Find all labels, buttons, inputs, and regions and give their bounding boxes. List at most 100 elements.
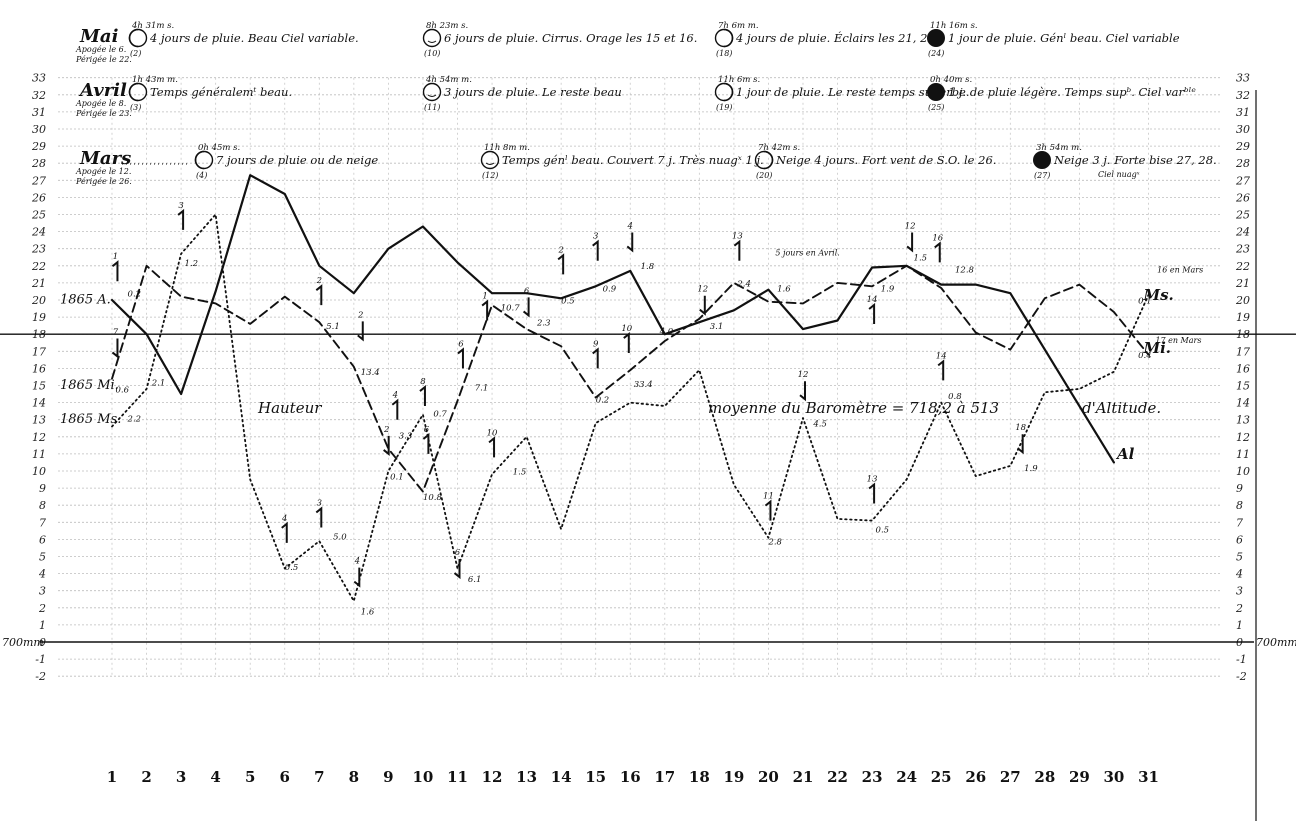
point-value-label: 2.8 [767, 538, 782, 548]
annotations: 5 jours en Avril. 16 en Mars 17 en Mars [775, 249, 1203, 345]
new-moon-icon [1033, 151, 1051, 169]
x-tick-label: 22 [827, 768, 848, 786]
perigee-note: Périgée le 22. [75, 55, 132, 64]
point-value-label: 5.0 [333, 532, 347, 542]
phase-number: (20) [756, 171, 772, 180]
phase-number: (4) [196, 171, 207, 180]
phase-time: 8h 23m s. [426, 21, 468, 31]
wind-number: 4 [281, 514, 287, 524]
wind-arrow [626, 232, 634, 253]
y-tick-left: 23 [31, 243, 46, 256]
wind-arrow [481, 299, 489, 321]
x-tick-label: 18 [689, 768, 710, 786]
wind-number: 3 [317, 498, 322, 508]
point-value-label: 2.1 [151, 379, 166, 389]
full-moon-face-icon [427, 94, 437, 97]
point-value-label: 0.5 [285, 563, 299, 573]
phase-time: 1h 43m m. [132, 75, 178, 85]
phase-weather-text: Temps génˡ beau. Couvert 7 j. Très nuagˣ… [502, 153, 764, 167]
first-quarter-moon-crescent-icon [128, 82, 139, 102]
point-labels: 0.2 0.6 2.2 2.1 1.2 5.1 13.4 0.5 5.0 1.6 3.3 0.1 0.7… [115, 254, 1151, 618]
x-tick-label: 5 [245, 768, 255, 786]
y-tick-right: 5 [1236, 551, 1243, 564]
x-tick-label: 24 [896, 768, 917, 786]
wind-number: 4 [392, 391, 398, 401]
point-value-label: 3.3 [399, 432, 413, 442]
wind-number: 14 [867, 295, 878, 305]
phase-number: (25) [928, 103, 944, 112]
mean-line: Hauteur moyenne du Baromètre = 718,2 à 5… [0, 333, 1296, 417]
x-tick-label: 29 [1069, 768, 1090, 786]
y-tick-left: 9 [39, 482, 46, 495]
wind-number: 12 [697, 285, 708, 295]
wind-number: 4 [627, 221, 633, 231]
phase-time: 11h 8m m. [484, 143, 530, 153]
last-quarter-moon-crescent-icon [723, 82, 734, 102]
series-end-label: Ms. [1143, 286, 1174, 304]
phase-weather-text: 7 jours de pluie ou de neige [216, 153, 378, 167]
y-tick-left: 21 [31, 277, 46, 290]
series-line-a [110, 174, 1115, 464]
month-name: Mars [79, 148, 131, 169]
point-value-label: 0.5 [876, 526, 890, 536]
wind-arrow [868, 482, 876, 504]
y-tick-left: 10 [32, 465, 46, 478]
wind-arrow [906, 232, 914, 253]
wind-arrow [868, 302, 876, 324]
y-tick-left: 12 [32, 431, 46, 444]
series-end-label: Al [1115, 445, 1135, 463]
y-tick-left: 20 [31, 294, 46, 307]
last-quarter-moon-crescent-icon [723, 28, 734, 48]
wind-number: 6 [524, 286, 530, 296]
x-tick-label: 15 [585, 768, 606, 786]
phase-time: 11h 6m s. [718, 75, 760, 85]
y-tick-right: 27 [1235, 174, 1250, 187]
plot-grid [58, 77, 1257, 821]
y-tick-right: 16 [1236, 362, 1250, 375]
point-value-label: 4.0 [659, 327, 674, 337]
wind-number: 3 [178, 201, 183, 211]
y-tick-left: 16 [32, 362, 46, 375]
wind-number: 11 [763, 492, 774, 502]
y-tick-right: 12 [1236, 431, 1250, 444]
y-tick-left: 8 [39, 499, 46, 512]
phase-note: Ciel nuagˣ [1098, 170, 1140, 179]
point-value-label: 12.8 [955, 266, 975, 276]
series-end-labels: 1865 A. 1865 Mi. 1865 Ms. Al Mi. Ms. [60, 286, 1174, 463]
x-tick-label: 20 [758, 768, 779, 786]
point-value-label: 1.6 [777, 284, 791, 294]
point-value-label: 0.2 [596, 396, 610, 406]
wind-number: 14 [936, 351, 947, 361]
wind-arrow [1017, 434, 1024, 455]
point-value-label: 0.8 [948, 392, 962, 402]
y-tick-right: 4 [1235, 568, 1243, 581]
full-moon-face-icon [485, 162, 495, 165]
y-tick-right: 21 [1235, 277, 1250, 290]
y-tick-left: 6 [39, 533, 46, 546]
wind-number: 8 [420, 377, 426, 387]
y-tick-right: 15 [1236, 380, 1250, 393]
new-moon-icon [927, 29, 945, 47]
x-tick-label: 30 [1104, 768, 1125, 786]
month-name: Avril [78, 80, 127, 101]
x-tick-label: 13 [516, 768, 537, 786]
wind-number: 10 [487, 428, 498, 438]
phase-weather-text: 4 jours de pluie. Éclairs les 21, 23. [735, 31, 938, 45]
y-tick-left: 2 [38, 602, 46, 615]
baseline-label-left: 700mm [2, 636, 44, 649]
series-end-label: Mi. [1143, 339, 1172, 357]
phase-number: (24) [928, 49, 944, 58]
point-value-label: 7.1 [475, 384, 489, 394]
wind-arrow [623, 331, 630, 354]
x-tick-label: 14 [551, 768, 572, 786]
y-tick-left: 13 [32, 414, 46, 427]
point-value-label: 33.4 [634, 380, 653, 390]
phase-time: 0h 40m s. [930, 75, 972, 85]
y-tick-right: 26 [1235, 191, 1250, 204]
wind-number: 2 [557, 245, 563, 255]
x-tick-label: 10 [413, 768, 434, 786]
wind-number: 2 [383, 425, 389, 435]
wind-arrow [419, 384, 426, 407]
phase-weather-text: 1 j. de pluie légère. Temps supᵇ. Ciel v… [948, 85, 1196, 99]
y-tick-right: 3 [1236, 585, 1243, 598]
